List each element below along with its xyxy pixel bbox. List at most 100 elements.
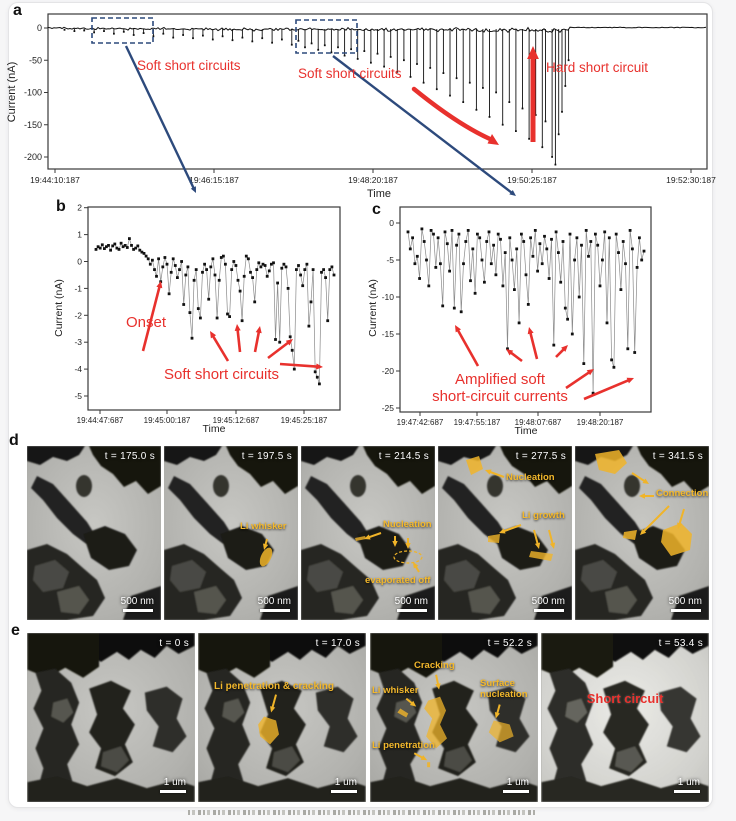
roi-arrow-to-c: [332, 55, 514, 195]
arrowhead: [527, 327, 534, 335]
arrowhead: [435, 683, 441, 690]
arrowhead: [494, 712, 500, 719]
svg-text:-1: -1: [74, 283, 82, 293]
arrowhead: [210, 331, 217, 339]
annotation-amplified: Amplified soft short-circuit currents: [432, 371, 568, 406]
svg-text:1: 1: [77, 230, 82, 240]
arrowhead: [586, 369, 594, 376]
svg-text:19:46:15:187: 19:46:15:187: [189, 175, 239, 185]
arrowhead: [392, 541, 398, 547]
annotation-soft-short-b: Soft short circuits: [164, 366, 280, 383]
svg-text:0: 0: [37, 23, 42, 33]
annotation-overlay: [259, 538, 273, 567]
roi-arrow-to-b: [124, 45, 196, 190]
annotation-li-whisker: Li whisker: [372, 685, 419, 696]
arrowhead: [420, 755, 428, 761]
soft-arrow-5: [279, 362, 319, 368]
amplified-arrow-2: [509, 350, 523, 363]
annotation-connection: Connection: [656, 488, 709, 499]
panel-a-ylabel: Current (nA): [6, 62, 18, 123]
svg-text:19:45:00:187: 19:45:00:187: [144, 416, 191, 425]
svg-text:19:44:10:187: 19:44:10:187: [30, 175, 80, 185]
roi-box-1: [91, 17, 154, 44]
svg-text:-3: -3: [74, 337, 82, 347]
annotation-cracking: Cracking: [414, 660, 455, 671]
arrowhead: [455, 325, 461, 333]
scale-bar-label: 500 nm: [257, 596, 291, 607]
svg-text:-5: -5: [74, 391, 82, 401]
frame-time-label: t = 52.2 s: [487, 638, 532, 649]
amplified-arrow-6: [583, 378, 631, 401]
annotation-li-penetration-cracking: Li penetration & cracking: [214, 681, 335, 692]
svg-text:19:44:47:687: 19:44:47:687: [77, 416, 124, 425]
scale-bar: [671, 608, 701, 612]
annotation-surface-nucleation: Surface nucleation: [480, 678, 528, 700]
annotation-overlay: [258, 694, 280, 745]
soft-arrow-4: [267, 340, 290, 360]
tem-frame-d2: t = 197.5 s Li whisker 500 nm: [164, 446, 298, 620]
annotation-overlay: [397, 674, 514, 768]
arrowhead: [270, 706, 276, 713]
annotation-overlay: [466, 456, 556, 561]
arrowhead: [499, 528, 506, 534]
amplified-arrow-1: [456, 328, 480, 367]
annotation-hard-short: Hard short circuit: [546, 60, 649, 75]
svg-text:-15: -15: [382, 329, 395, 339]
scale-bar-label: 1 um: [163, 777, 186, 788]
svg-text:19:47:55:187: 19:47:55:187: [454, 418, 501, 427]
annotation-li-whisker: Li whisker: [240, 521, 287, 532]
scale-bar: [674, 789, 700, 793]
scale-bar: [331, 789, 357, 793]
arrowhead: [234, 324, 241, 331]
scale-bar-label: 500 nm: [668, 596, 702, 607]
tem-frame-d4: t = 277.5 s Nucleation Li growth 500 nm: [438, 446, 572, 620]
soft-arrow-3: [253, 330, 261, 353]
annotation-nucleation: Nucleation: [506, 472, 555, 483]
svg-text:19:48:07:687: 19:48:07:687: [515, 418, 562, 427]
arrowhead: [413, 562, 419, 569]
svg-text:19:52:30:187: 19:52:30:187: [666, 175, 716, 185]
amplified-arrow-5: [565, 370, 591, 390]
svg-text:-150: -150: [24, 120, 42, 130]
frame-time-label: t = 277.5 s: [515, 451, 566, 462]
scale-bar: [160, 789, 186, 793]
annotation-short-circuit: Short circuit: [586, 691, 664, 706]
annotation-evaporated-off: evaporated off: [365, 575, 431, 586]
onset-arrow: [141, 285, 162, 352]
frame-time-label: t = 214.5 s: [378, 451, 429, 462]
svg-text:-4: -4: [74, 364, 82, 374]
arrowhead: [263, 543, 269, 550]
svg-text:2: 2: [77, 203, 82, 213]
tem-frame-d1: t = 175.0 s 500 nm: [27, 446, 161, 620]
growing-spikes-arc-arrow: [411, 86, 493, 142]
annotation-li-penetration: Li penetration: [372, 740, 435, 751]
annotation-onset: Onset: [126, 314, 167, 331]
frame-time-label: t = 341.5 s: [652, 451, 703, 462]
panel-a-xlabel: Time: [367, 188, 391, 200]
svg-text:19:45:25:187: 19:45:25:187: [281, 416, 328, 425]
arrowhead: [285, 339, 293, 346]
svg-text:-20: -20: [382, 366, 395, 376]
panel-d-label: d: [9, 432, 19, 449]
scale-bar: [260, 608, 290, 612]
annotation-soft-short-left: Soft short circuits: [137, 58, 241, 73]
panel-b-xlabel: Time: [203, 423, 226, 435]
arrowhead: [640, 528, 647, 535]
panel-b-label: b: [56, 198, 66, 215]
frame-time-label: t = 17.0 s: [315, 638, 360, 649]
panel-a-label: a: [13, 2, 22, 19]
arrowhead: [485, 469, 492, 475]
scale-bar-label: 1 um: [334, 777, 357, 788]
svg-text:19:47:42:687: 19:47:42:687: [397, 418, 444, 427]
svg-text:-50: -50: [29, 55, 42, 65]
arrowhead: [642, 478, 649, 484]
amplified-arrow-3: [528, 331, 539, 360]
arrowhead: [677, 522, 683, 529]
arrowhead: [534, 542, 541, 549]
soft-arrow-1: [211, 334, 230, 362]
tem-frame-e4: t = 53.4 s Short circuit 1 um: [541, 633, 709, 802]
panel-b-ylabel: Current (nA): [53, 279, 65, 337]
panel-c-xlabel: Time: [515, 425, 538, 437]
